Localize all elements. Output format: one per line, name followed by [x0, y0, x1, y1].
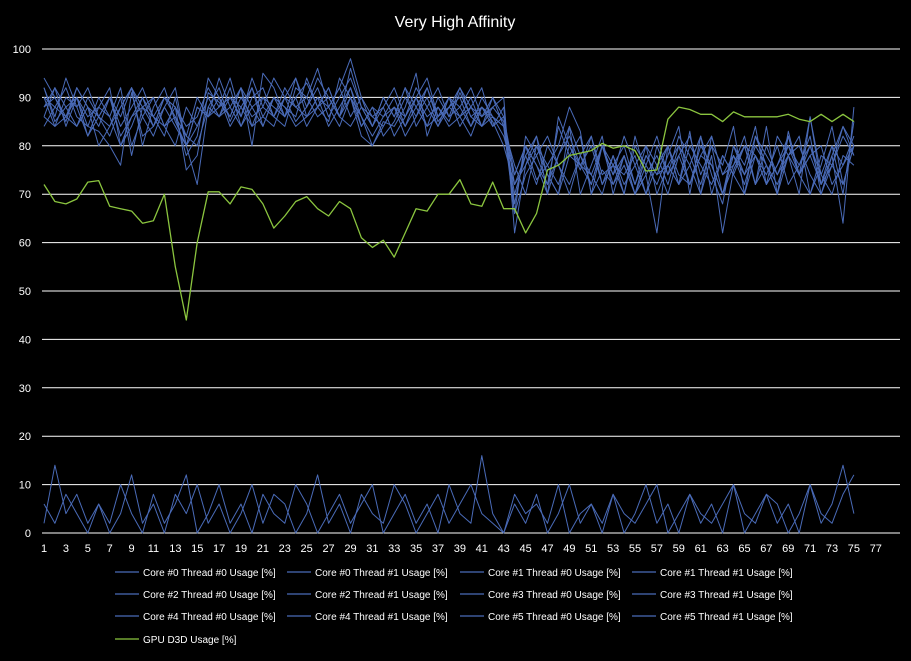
- y-tick-label: 70: [19, 189, 31, 201]
- legend-label: Core #5 Thread #0 Usage [%]: [488, 612, 621, 623]
- legend-label: Core #3 Thread #0 Usage [%]: [488, 590, 621, 601]
- x-tick-label: 43: [498, 543, 510, 555]
- series-line-core: [43, 464, 855, 534]
- x-tick-label: 21: [257, 543, 269, 555]
- y-tick-label: 90: [19, 92, 31, 104]
- x-tick-label: 49: [563, 543, 575, 555]
- chart-title: Very High Affinity: [395, 14, 516, 31]
- x-tick-label: 51: [585, 543, 597, 555]
- x-tick-label: 5: [85, 543, 91, 555]
- x-tick-label: 13: [169, 543, 181, 555]
- y-tick-label: 30: [19, 383, 31, 395]
- y-tick-label: 10: [19, 480, 31, 492]
- x-axis: 1 3 5 7 9 11 13 15 17 19 21 23 25 27 29 31 33 35 37 39 41 43 4…: [41, 543, 882, 555]
- y-axis: 0 10 20 30 40 50 60 70 80 90 100: [13, 44, 31, 540]
- x-tick-label: 39: [454, 543, 466, 555]
- legend-label: Core #0 Thread #1 Usage [%]: [315, 568, 448, 579]
- series-lines: [43, 58, 855, 534]
- x-tick-label: 27: [322, 543, 334, 555]
- x-tick-label: 55: [629, 543, 641, 555]
- y-tick-label: 60: [19, 238, 31, 250]
- x-tick-label: 15: [191, 543, 203, 555]
- series-line-gpu: [43, 106, 855, 321]
- legend-label: Core #2 Thread #0 Usage [%]: [143, 590, 276, 601]
- legend-label: Core #0 Thread #0 Usage [%]: [143, 568, 276, 579]
- x-tick-label: 47: [541, 543, 553, 555]
- legend-label: Core #1 Thread #1 Usage [%]: [660, 568, 793, 579]
- x-tick-label: 75: [848, 543, 860, 555]
- series-line-core: [43, 87, 855, 195]
- x-tick-label: 53: [607, 543, 619, 555]
- x-tick-label: 3: [63, 543, 69, 555]
- series-line-core: [43, 96, 855, 215]
- legend-label: Core #2 Thread #1 Usage [%]: [315, 590, 448, 601]
- x-tick-label: 11: [148, 543, 159, 555]
- x-tick-label: 37: [432, 543, 444, 555]
- x-tick-label: 1: [41, 543, 47, 555]
- legend-label: GPU D3D Usage [%]: [143, 635, 237, 646]
- y-tick-label: 80: [19, 141, 31, 153]
- x-tick-label: 41: [476, 543, 488, 555]
- x-tick-label: 17: [213, 543, 225, 555]
- x-tick-label: 7: [107, 543, 113, 555]
- legend-label: Core #4 Thread #1 Usage [%]: [315, 612, 448, 623]
- x-tick-label: 61: [695, 543, 707, 555]
- x-tick-label: 63: [716, 543, 728, 555]
- x-tick-label: 35: [410, 543, 422, 555]
- x-tick-label: 31: [366, 543, 378, 555]
- y-tick-label: 50: [19, 286, 31, 298]
- x-tick-label: 57: [651, 543, 663, 555]
- legend-label: Core #1 Thread #0 Usage [%]: [488, 568, 621, 579]
- x-tick-label: 77: [870, 543, 882, 555]
- x-tick-label: 9: [128, 543, 134, 555]
- x-tick-label: 25: [301, 543, 313, 555]
- y-tick-label: 0: [25, 528, 31, 540]
- x-tick-label: 33: [388, 543, 400, 555]
- legend-label: Core #3 Thread #1 Usage [%]: [660, 590, 793, 601]
- y-tick-label: 40: [19, 334, 31, 346]
- x-tick-label: 73: [826, 543, 838, 555]
- series-line-core: [43, 455, 855, 534]
- x-tick-label: 29: [344, 543, 356, 555]
- legend: Core #0 Thread #0 Usage [%] Core #0 Threa…: [115, 568, 793, 646]
- x-tick-label: 67: [760, 543, 772, 555]
- x-tick-label: 65: [738, 543, 750, 555]
- x-tick-label: 59: [673, 543, 685, 555]
- x-tick-label: 71: [804, 543, 816, 555]
- x-tick-label: 45: [519, 543, 531, 555]
- y-tick-label: 20: [19, 431, 31, 443]
- x-tick-label: 23: [279, 543, 291, 555]
- legend-label: Core #5 Thread #1 Usage [%]: [660, 612, 793, 623]
- x-tick-label: 19: [235, 543, 247, 555]
- y-tick-label: 100: [13, 44, 31, 56]
- x-tick-label: 69: [782, 543, 794, 555]
- legend-label: Core #4 Thread #0 Usage [%]: [143, 612, 276, 623]
